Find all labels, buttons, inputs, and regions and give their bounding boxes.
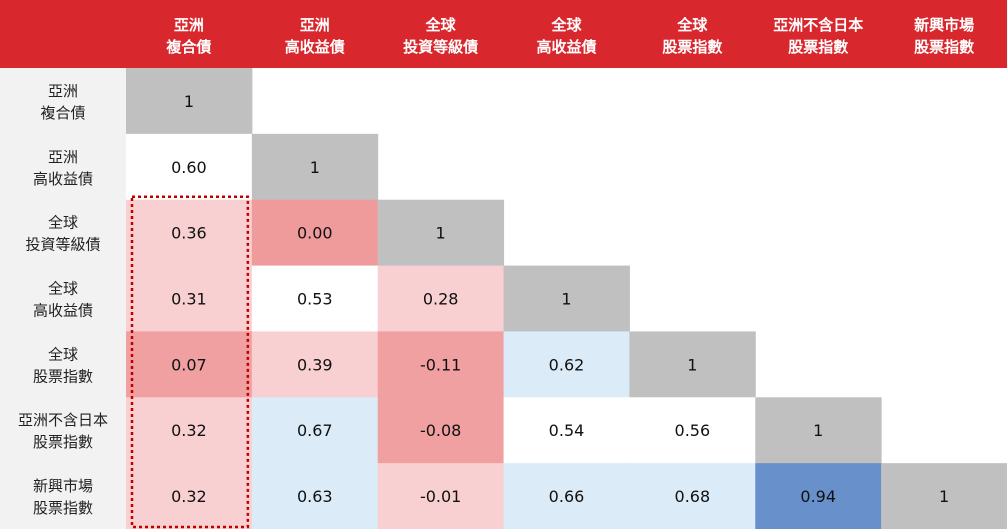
cell-5-5 (755, 397, 882, 464)
row-label-2-line-1: 投資等級債 (25, 236, 100, 254)
cell-6-3 (503, 463, 630, 529)
row-label-5-line-0: 亞洲不含日本 (18, 411, 108, 429)
row-label-1-line-1: 高收益債 (33, 170, 93, 188)
header-band (0, 0, 1007, 68)
cell-value-4-1: 0.39 (297, 355, 333, 374)
cell-value-6-6: 1 (939, 487, 949, 506)
cell-value-4-2: -0.11 (420, 355, 461, 374)
row-label-0-line-0: 亞洲 (48, 82, 78, 100)
row-label-4-line-0: 全球 (48, 345, 78, 363)
row-label-1-line-0: 亞洲 (48, 148, 78, 166)
cell-4-4 (629, 331, 756, 398)
column-header-3-line-1: 高收益債 (536, 38, 596, 56)
cell-3-1 (251, 265, 379, 332)
column-header-5-line-1: 股票指數 (788, 38, 848, 56)
cell-value-2-2: 1 (436, 224, 446, 243)
cell-3-0 (126, 265, 253, 332)
cell-value-5-4: 0.56 (675, 421, 711, 440)
row-label-4-line-1: 股票指數 (33, 367, 93, 385)
cell-value-6-0: 0.32 (171, 487, 207, 506)
cell-value-4-0: 0.07 (171, 355, 207, 374)
cell-value-5-0: 0.32 (171, 421, 207, 440)
row-label-5-line-1: 股票指數 (33, 433, 93, 451)
cell-value-2-1: 0.00 (297, 224, 333, 243)
cell-3-2 (377, 265, 505, 332)
cell-4-3 (503, 331, 630, 398)
cell-value-3-0: 0.31 (171, 289, 207, 308)
cell-value-5-1: 0.67 (297, 421, 333, 440)
cell-5-2 (377, 397, 505, 464)
cell-6-1 (251, 463, 379, 529)
cell-1-1 (251, 133, 379, 201)
row-label-6-line-1: 股票指數 (33, 499, 93, 517)
row-label-2-line-0: 全球 (48, 214, 78, 232)
cell-value-5-5: 1 (813, 421, 823, 440)
cell-value-1-1: 1 (310, 158, 320, 177)
column-header-2-line-1: 投資等級債 (403, 38, 478, 56)
cell-value-3-1: 0.53 (297, 289, 333, 308)
row-label-column (0, 68, 126, 529)
row-label-3-line-0: 全球 (48, 279, 78, 297)
cell-value-6-4: 0.68 (675, 487, 711, 506)
column-header-6-line-1: 股票指數 (914, 38, 974, 56)
cell-2-0 (126, 199, 253, 267)
column-header-0-line-1: 複合債 (165, 38, 211, 56)
cell-value-4-3: 0.62 (549, 355, 585, 374)
cell-6-5 (755, 463, 882, 529)
column-header-3-line-0: 全球 (550, 16, 582, 34)
cell-2-1 (251, 199, 379, 267)
cell-5-4 (629, 397, 756, 464)
cell-5-1 (251, 397, 379, 464)
cell-6-2 (377, 463, 505, 529)
column-header-1-line-0: 亞洲 (300, 16, 330, 34)
cell-5-3 (503, 397, 630, 464)
cell-value-1-0: 0.60 (171, 158, 207, 177)
cell-value-6-1: 0.63 (297, 487, 333, 506)
cell-value-5-3: 0.54 (549, 421, 585, 440)
row-label-3-line-1: 高收益債 (33, 301, 93, 319)
column-header-4-line-0: 全球 (676, 16, 708, 34)
cell-5-0 (126, 397, 253, 464)
cell-0-0 (126, 68, 253, 135)
cell-4-1 (251, 331, 379, 398)
column-header-0-line-0: 亞洲 (174, 16, 204, 34)
cell-value-6-3: 0.66 (549, 487, 585, 506)
cell-value-5-2: -0.08 (420, 421, 461, 440)
column-header-2-line-0: 全球 (425, 16, 457, 34)
column-header-6-line-0: 新興市場 (914, 16, 974, 34)
cell-6-0 (126, 463, 253, 529)
cell-4-0 (126, 331, 253, 398)
row-label-0-line-1: 複合債 (40, 104, 85, 122)
cell-1-0 (126, 133, 253, 201)
column-header-1-line-1: 高收益債 (285, 38, 345, 56)
cell-6-4 (629, 463, 756, 529)
cell-value-3-2: 0.28 (423, 289, 459, 308)
cell-6-6 (881, 463, 1007, 529)
highlight-box (130, 195, 250, 529)
cell-3-3 (503, 265, 630, 332)
column-header-4-line-1: 股票指數 (662, 38, 722, 56)
cell-value-4-4: 1 (687, 355, 697, 374)
cell-value-6-2: -0.01 (420, 487, 461, 506)
cell-value-2-0: 0.36 (171, 224, 207, 243)
cell-2-2 (377, 199, 505, 267)
cell-4-2 (377, 331, 505, 398)
column-header-5-line-0: 亞洲不含日本 (773, 16, 863, 34)
row-label-6-line-0: 新興市場 (33, 477, 93, 495)
cell-value-6-5: 0.94 (800, 487, 836, 506)
cell-value-0-0: 1 (184, 92, 194, 111)
cell-value-3-3: 1 (561, 289, 571, 308)
